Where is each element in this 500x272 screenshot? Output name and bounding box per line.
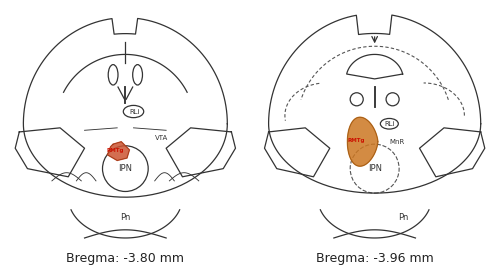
Text: RMTg: RMTg bbox=[107, 148, 124, 153]
Text: Bregma: -3.80 mm: Bregma: -3.80 mm bbox=[66, 252, 184, 265]
Text: IPN: IPN bbox=[368, 164, 382, 173]
Text: Pn: Pn bbox=[398, 213, 408, 222]
Text: VTA: VTA bbox=[156, 135, 168, 141]
Text: IPN: IPN bbox=[118, 164, 132, 173]
Polygon shape bbox=[348, 117, 378, 166]
Text: Bregma: -3.96 mm: Bregma: -3.96 mm bbox=[316, 252, 434, 265]
Text: RLi: RLi bbox=[130, 109, 140, 115]
Text: Pn: Pn bbox=[120, 213, 130, 222]
Text: RLi: RLi bbox=[385, 121, 396, 127]
Text: RMTg: RMTg bbox=[348, 138, 366, 143]
Polygon shape bbox=[346, 54, 403, 79]
Text: MnR: MnR bbox=[390, 139, 405, 145]
Polygon shape bbox=[108, 142, 130, 160]
